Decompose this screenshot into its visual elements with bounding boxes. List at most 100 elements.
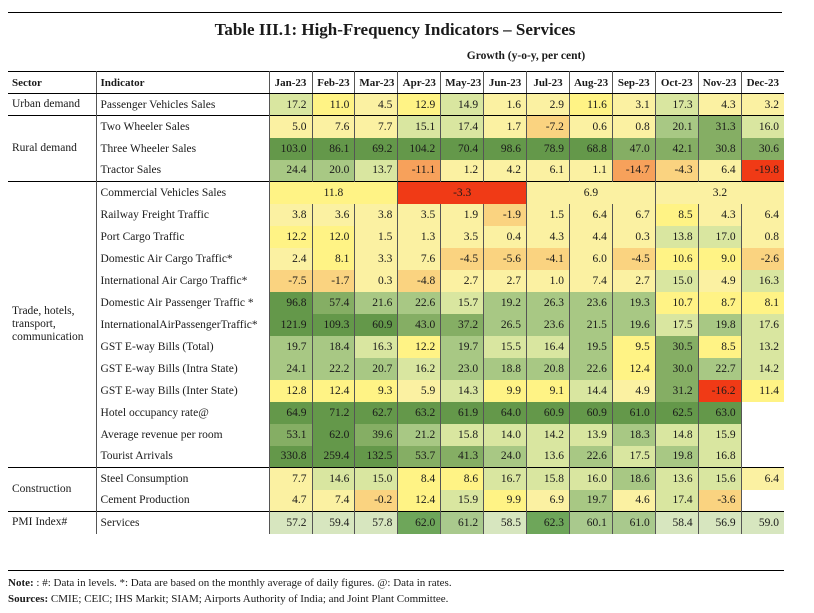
month-header: Dec-23 xyxy=(741,71,784,94)
value-cell: 18.3 xyxy=(612,423,656,446)
indicator-cell: InternationalAirPassengerTraffic* xyxy=(96,313,270,336)
value-cell: 2.7 xyxy=(612,269,656,292)
indicator-cell: International Air Cargo Traffic* xyxy=(96,269,270,292)
value-cell: 17.2 xyxy=(269,93,313,116)
value-cell: 6.4 xyxy=(569,203,613,226)
value-cell: 3.2 xyxy=(741,93,784,116)
value-cell: 0.8 xyxy=(612,115,656,138)
value-cell: 4.9 xyxy=(698,269,742,292)
value-cell: 6.0 xyxy=(569,247,613,270)
indicator-cell: GST E-way Bills (Total) xyxy=(96,335,270,358)
value-cell: 22.6 xyxy=(569,357,613,380)
value-cell: 14.2 xyxy=(741,357,784,380)
value-cell: 13.8 xyxy=(655,225,699,248)
value-cell: 58.5 xyxy=(483,511,528,534)
sources-text: CMIE; CEIC; IHS Markit; SIAM; Airports A… xyxy=(48,593,449,605)
value-cell: 3.3 xyxy=(354,247,399,270)
value-cell: 21.6 xyxy=(354,291,399,314)
indicator-cell: Tractor Sales xyxy=(96,159,270,182)
value-cell: 20.7 xyxy=(354,357,399,380)
value-cell: 0.4 xyxy=(483,225,528,248)
value-cell: -3.6 xyxy=(698,489,742,512)
value-cell: 2.7 xyxy=(483,269,528,292)
value-cell: 19.6 xyxy=(612,313,656,336)
value-cell: 16.8 xyxy=(698,445,742,468)
value-cell: 9.5 xyxy=(612,335,656,358)
value-cell: 19.8 xyxy=(698,313,742,336)
indicator-cell: GST E-way Bills (Intra State) xyxy=(96,357,270,380)
value-cell: 3.1 xyxy=(612,93,656,116)
value-cell: 18.4 xyxy=(312,335,356,358)
value-cell: 16.7 xyxy=(483,467,528,490)
value-cell: 63.0 xyxy=(698,401,742,424)
value-cell: 70.4 xyxy=(440,137,485,160)
value-cell: 60.9 xyxy=(354,313,399,336)
value-cell: 62.5 xyxy=(655,401,699,424)
value-cell: 62.0 xyxy=(312,423,356,446)
value-cell: 53.7 xyxy=(397,445,442,468)
month-header: Feb-23 xyxy=(312,71,356,94)
indicator-cell: GST E-way Bills (Inter State) xyxy=(96,379,270,402)
value-cell: 20.0 xyxy=(312,159,356,182)
value-cell: 13.9 xyxy=(569,423,613,446)
value-cell: 42.1 xyxy=(655,137,699,160)
value-cell: 14.6 xyxy=(312,467,356,490)
value-cell: 15.7 xyxy=(440,291,485,314)
value-cell: -16.2 xyxy=(698,379,742,402)
value-cell: 59.4 xyxy=(312,511,356,534)
value-cell: 12.4 xyxy=(397,489,442,512)
value-cell: 56.9 xyxy=(698,511,742,534)
sources-label: Sources: xyxy=(8,593,49,605)
value-cell: 103.0 xyxy=(269,137,313,160)
value-cell: 0.6 xyxy=(569,115,613,138)
value-cell: 21.2 xyxy=(397,423,442,446)
value-cell: 4.7 xyxy=(269,489,313,512)
value-cell: -2.6 xyxy=(741,247,784,270)
indicator-cell: Port Cargo Traffic xyxy=(96,225,270,248)
value-cell: 4.4 xyxy=(569,225,613,248)
table-row: GST E-way Bills (Inter State) 12.8 12.4 9.3… xyxy=(8,379,784,402)
value-cell: 19.7 xyxy=(569,489,613,512)
value-cell: 2.9 xyxy=(526,93,570,116)
value-cell: 16.4 xyxy=(526,335,570,358)
month-header: Jul-23 xyxy=(526,71,570,94)
value-cell: 61.0 xyxy=(612,511,656,534)
value-cell: 98.6 xyxy=(483,137,528,160)
value-cell: 78.9 xyxy=(526,137,570,160)
value-cell: 30.8 xyxy=(698,137,742,160)
value-cell: 57.2 xyxy=(269,511,313,534)
table-row: Tractor Sales 24.4 20.0 13.7 -11.1 1.2 4.2 6.1 1… xyxy=(8,159,784,182)
value-cell: 12.9 xyxy=(397,93,442,116)
value-cell: 23.6 xyxy=(526,313,570,336)
value-cell: 64.9 xyxy=(269,401,313,424)
value-cell: 37.2 xyxy=(440,313,485,336)
value-cell: 14.0 xyxy=(483,423,528,446)
value-cell: 62.3 xyxy=(526,511,570,534)
value-cell: 3.6 xyxy=(312,203,356,226)
value-cell: -7.2 xyxy=(526,115,570,138)
value-cell: 5.0 xyxy=(269,115,313,138)
value-cell: 1.3 xyxy=(397,225,442,248)
value-cell: 259.4 xyxy=(312,445,356,468)
value-cell: 17.0 xyxy=(698,225,742,248)
indicator-cell: Railway Freight Traffic xyxy=(96,203,270,226)
table-row: InternationalAirPassengerTraffic* 121.9 10… xyxy=(8,313,784,336)
value-cell: 17.3 xyxy=(655,93,699,116)
value-cell: 1.2 xyxy=(440,159,485,182)
indicator-cell: Hotel occupancy rate@ xyxy=(96,401,270,424)
indicator-cell: Two Wheeler Sales xyxy=(96,115,270,138)
value-cell: 3.8 xyxy=(354,203,399,226)
month-header: Sep-23 xyxy=(612,71,656,94)
value-cell: 62.0 xyxy=(397,511,442,534)
value-cell: 61.9 xyxy=(440,401,485,424)
value-cell: 57.4 xyxy=(312,291,356,314)
value-cell: -11.1 xyxy=(397,159,442,182)
value-cell: 15.8 xyxy=(440,423,485,446)
value-cell: 30.0 xyxy=(655,357,699,380)
value-cell: 15.9 xyxy=(440,489,485,512)
header-row: Sector Indicator Jan-23 Feb-23 Mar-23 Ap… xyxy=(8,71,784,94)
month-header: Jun-23 xyxy=(483,71,528,94)
table-body: Urban demand Passenger Vehicles Sales 17.2… xyxy=(8,93,784,534)
value-cell: 9.3 xyxy=(354,379,399,402)
value-cell: 15.6 xyxy=(698,467,742,490)
